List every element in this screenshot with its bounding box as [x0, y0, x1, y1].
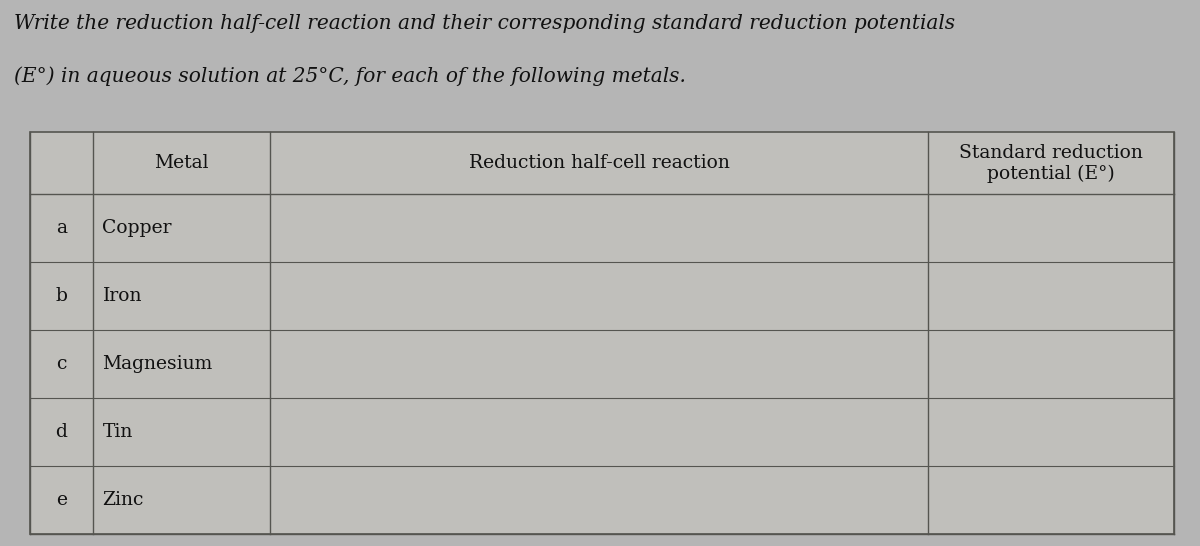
Text: Magnesium: Magnesium	[102, 355, 212, 373]
Text: c: c	[56, 355, 67, 373]
Text: d: d	[55, 423, 67, 441]
Text: Write the reduction half-cell reaction and their corresponding standard reductio: Write the reduction half-cell reaction a…	[14, 14, 955, 33]
Text: Iron: Iron	[102, 287, 142, 305]
Text: Tin: Tin	[102, 423, 133, 441]
Text: a: a	[56, 219, 67, 238]
Text: Metal: Metal	[155, 155, 209, 173]
Text: e: e	[56, 491, 67, 509]
Text: (E°) in aqueous solution at 25°C, for each of the following metals.: (E°) in aqueous solution at 25°C, for ea…	[14, 67, 686, 86]
Text: Reduction half-cell reaction: Reduction half-cell reaction	[468, 155, 730, 173]
Text: Standard reduction
potential (E°): Standard reduction potential (E°)	[959, 144, 1142, 183]
Text: Zinc: Zinc	[102, 491, 144, 509]
Text: Copper: Copper	[102, 219, 172, 238]
Text: b: b	[55, 287, 67, 305]
